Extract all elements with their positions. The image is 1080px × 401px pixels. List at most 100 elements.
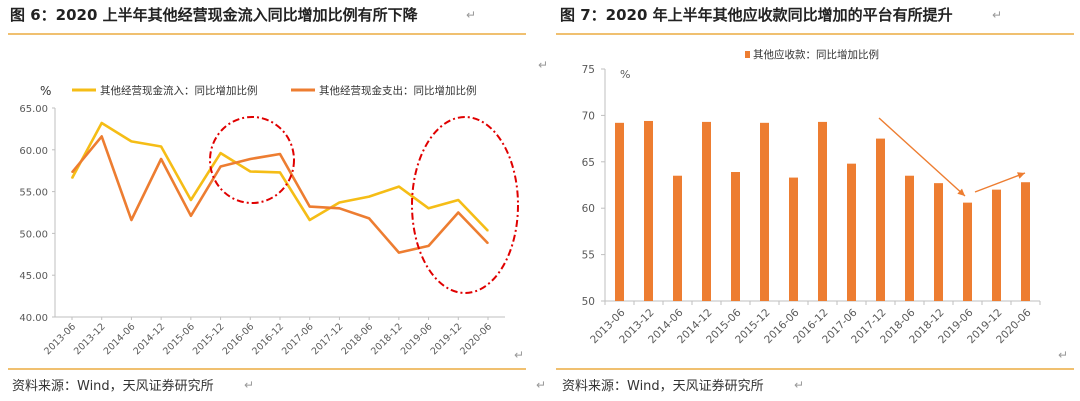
x-tick-label: 2014-06 — [102, 321, 138, 357]
bar — [673, 175, 682, 301]
legend-label-outflow: 其他经营现金支出：同比增加比例 — [319, 84, 477, 97]
return-mark: ↵ — [244, 378, 255, 392]
outflow-data-point — [398, 252, 400, 254]
x-tick-label: 2016-12 — [250, 321, 286, 357]
legend-label-inflow: 其他经营现金流入：同比增加比例 — [100, 84, 258, 97]
right-footer-rule — [556, 368, 1074, 370]
left-footer-rule — [8, 368, 526, 370]
x-tick-label: 2018-06 — [339, 321, 375, 357]
bar — [789, 177, 798, 301]
outflow-data-point — [130, 219, 133, 221]
return-mark: ↵ — [514, 348, 525, 362]
inflow-data-point — [487, 230, 489, 232]
bar — [847, 163, 856, 301]
legend-label: 其他应收款：同比增加比例 — [753, 48, 879, 61]
y-tick-label: 40.00 — [19, 313, 48, 324]
outflow-data-point — [427, 245, 430, 247]
bar — [760, 122, 769, 301]
x-tick-label: 2019-12 — [429, 321, 465, 357]
highlight-ellipse — [411, 116, 519, 294]
bar — [818, 121, 827, 302]
y-tick-label: 55 — [582, 250, 595, 262]
outflow-data-point — [71, 171, 73, 173]
left-title-rule — [8, 33, 526, 35]
inflow-data-point — [457, 199, 459, 201]
left-line-chart: 40.0045.0050.0055.0060.0065.00%2013-0620… — [19, 84, 519, 357]
y-unit-label: % — [620, 68, 630, 81]
bar — [934, 183, 943, 301]
bar — [963, 202, 972, 301]
x-tick-label: 2018-12 — [369, 321, 405, 357]
inflow-data-point — [398, 185, 400, 188]
outflow-data-point — [487, 242, 489, 245]
x-tick-label: 2017-06 — [280, 321, 316, 357]
y-tick-label: 65 — [582, 157, 595, 169]
x-tick-label: 2013-12 — [72, 321, 108, 357]
left-source-note: 资料来源：Wind，天风证券研究所 — [12, 379, 214, 394]
inflow-data-point — [309, 219, 311, 221]
inflow-data-point — [101, 122, 103, 124]
outflow-data-point — [190, 215, 192, 217]
y-tick-label: 70 — [582, 110, 595, 122]
inflow-data-point — [219, 152, 222, 154]
outflow-data-point — [309, 206, 311, 208]
bar — [702, 121, 711, 302]
inflow-data-point — [338, 201, 341, 204]
outflow-data-point — [279, 153, 281, 155]
return-mark: ↵ — [538, 58, 549, 72]
return-mark: ↵ — [794, 378, 805, 392]
inflow-data-point — [71, 177, 73, 179]
outflow-data-point — [368, 217, 370, 219]
y-tick-label: 50 — [582, 296, 595, 308]
decline-arrow — [878, 117, 966, 197]
bar — [615, 122, 624, 301]
highlight-ellipse — [209, 116, 295, 204]
y-tick-label: 65.00 — [19, 104, 48, 115]
return-mark: ↵ — [992, 8, 1003, 22]
y-tick-label: 60 — [582, 203, 595, 215]
x-tick-label: 2014-12 — [131, 321, 167, 357]
bar — [992, 189, 1001, 301]
return-mark: ↵ — [466, 8, 477, 22]
outflow-data-point — [457, 211, 459, 214]
bar — [731, 172, 740, 301]
outflow-data-point — [101, 135, 103, 138]
y-tick-label: 45.00 — [19, 271, 48, 282]
inflow-data-point — [368, 196, 370, 198]
rise-arrow — [974, 172, 1026, 193]
x-tick-label: 2016-06 — [221, 321, 257, 357]
left-chart-title: 图 6：2020 上半年其他经营现金流入同比增加比例有所下降 — [10, 6, 418, 24]
x-tick-label: 2019-06 — [399, 321, 435, 357]
inflow-data-point — [130, 140, 133, 143]
bar — [644, 120, 653, 301]
y-tick-label: 75 — [582, 64, 595, 76]
bar — [1021, 182, 1030, 301]
y-unit-label: % — [40, 84, 51, 98]
legend-swatch — [745, 51, 750, 58]
outflow-data-point — [249, 158, 251, 160]
right-title-rule — [556, 33, 1074, 35]
outflow-data-point — [160, 158, 162, 160]
return-mark: ↵ — [1058, 348, 1069, 362]
outflow-data-point — [219, 165, 222, 168]
y-tick-label: 50.00 — [19, 229, 48, 240]
right-source-note: 资料来源：Wind，天风证券研究所 — [562, 379, 764, 394]
x-tick-label: 2015-06 — [161, 321, 197, 357]
inflow-data-point — [427, 207, 430, 209]
x-tick-label: 2020-06 — [458, 321, 494, 357]
x-tick-label: 2017-12 — [310, 321, 346, 357]
x-tick-label: 2015-12 — [191, 321, 227, 357]
decline-arrow-head — [957, 188, 965, 196]
bar — [905, 175, 914, 301]
inflow-data-point — [279, 171, 281, 173]
inflow-data-point — [249, 170, 251, 173]
return-mark: ↵ — [536, 378, 547, 392]
y-tick-label: 60.00 — [19, 146, 48, 157]
x-tick-label: 2013-06 — [42, 321, 78, 357]
outflow-data-point — [338, 207, 341, 209]
inflow-data-point — [160, 145, 162, 148]
bar — [876, 138, 885, 301]
inflow-data-point — [190, 199, 192, 201]
